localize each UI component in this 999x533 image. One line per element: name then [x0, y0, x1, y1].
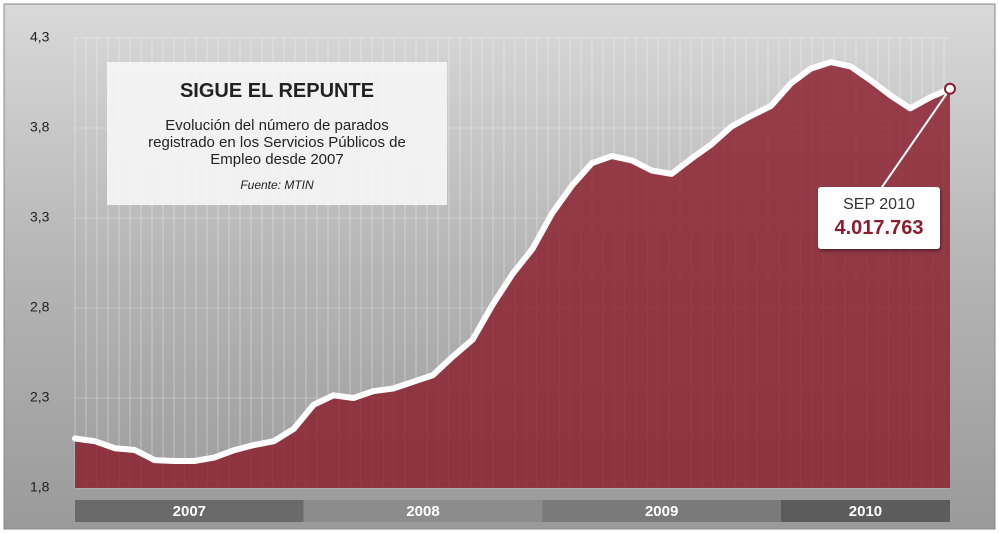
- x-group-label: 2010: [849, 503, 882, 520]
- x-group-label: 2007: [173, 503, 206, 520]
- y-tick-label: 3,3: [30, 209, 50, 225]
- point-marker: [945, 84, 955, 94]
- infographic: 1,8 2,3 2,8 3,3 3,8 4,3 2007 2008 2009 2010 SIGUE…: [0, 0, 999, 533]
- y-tick-label: 2,8: [30, 299, 50, 315]
- source: Fuente: MTIN: [107, 178, 447, 192]
- y-tick-label: 3,8: [30, 119, 50, 135]
- y-tick-label: 2,3: [30, 389, 50, 405]
- y-tick-label: 1,8: [30, 479, 50, 495]
- chart-subtitle: Evolución del número de parados registra…: [132, 117, 422, 168]
- y-tick-label: 4,3: [30, 29, 50, 45]
- x-group-label: 2009: [645, 503, 678, 520]
- x-group-label: 2008: [406, 503, 439, 520]
- callout: SEP 2010 4.017.763: [818, 187, 940, 249]
- value-label: 4.017.763: [818, 217, 940, 240]
- chart-title: SIGUE EL REPUNTE: [107, 80, 447, 103]
- annotation: SEP 2010: [818, 196, 940, 214]
- title-box: SIGUE EL REPUNTE Evolución del número de…: [107, 62, 447, 205]
